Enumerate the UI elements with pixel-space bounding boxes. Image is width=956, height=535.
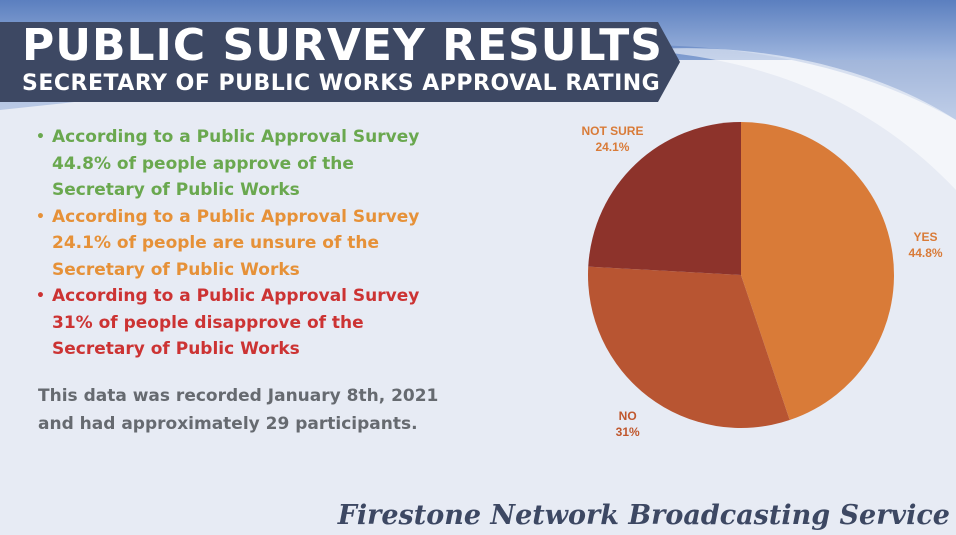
pie-labels: YES 44.8% NO 31% NOT SURE 24.1%	[581, 124, 942, 439]
finding-line: According to a Public Approval Survey	[52, 127, 420, 147]
slice-value-label: 44.8%	[909, 246, 943, 260]
finding-line: According to a Public Approval Survey	[52, 286, 420, 306]
pie-slice-no	[588, 266, 790, 428]
page-title: PUBLIC SURVEY RESULTS	[22, 20, 663, 71]
finding-line: Secretary of Public Works	[52, 259, 300, 280]
finding-line: Secretary of Public Works	[52, 339, 300, 359]
bullet-dot-icon: •	[36, 208, 45, 225]
finding-line: 31% of people disapprove of the	[52, 312, 364, 333]
pie-slice-not-sure	[588, 122, 741, 275]
slice-label-yes: YES 44.8%	[909, 230, 943, 260]
survey-note: This data was recorded January 8th, 2021…	[38, 382, 438, 438]
slice-category-label: NO	[619, 409, 637, 423]
note-line: This data was recorded January 8th, 2021	[38, 386, 439, 406]
bullet-dot-icon: •	[36, 129, 45, 145]
banner-shape	[0, 22, 680, 102]
finding-line: Secretary of Public Works	[52, 180, 300, 200]
finding-approve: • According to a Public Approval Survey …	[36, 124, 506, 204]
note-line: and had approximately 29 participants.	[38, 414, 418, 434]
finding-line: According to a Public Approval Survey	[52, 206, 420, 227]
page-subtitle: SECRETARY OF PUBLIC WORKS APPROVAL RATIN…	[22, 71, 661, 96]
finding-disapprove: • According to a Public Approval Survey …	[36, 283, 506, 363]
slice-label-no: NO 31%	[616, 409, 640, 439]
slice-category-label: YES	[914, 230, 938, 244]
findings-list: • According to a Public Approval Survey …	[36, 124, 506, 363]
finding-line: 44.8% of people approve of the	[52, 153, 354, 174]
bullet-dot-icon: •	[36, 288, 45, 304]
pie-slice-yes	[741, 122, 894, 421]
background-arc	[640, 48, 956, 190]
title-banner	[0, 22, 680, 102]
slice-value-label: 31%	[616, 425, 640, 439]
pie-slices	[588, 122, 894, 428]
slice-label-not-sure: NOT SURE 24.1%	[581, 124, 643, 154]
broadcaster-brand: Firestone Network Broadcasting Service	[337, 500, 950, 531]
finding-unsure: • According to a Public Approval Survey …	[36, 204, 506, 284]
slice-value-label: 24.1%	[595, 140, 629, 154]
approval-pie-chart: YES 44.8% NO 31% NOT SURE 24.1%	[581, 122, 943, 439]
slice-category-label: NOT SURE	[581, 124, 643, 138]
finding-line: 24.1% of people are unsure of the	[52, 233, 380, 253]
